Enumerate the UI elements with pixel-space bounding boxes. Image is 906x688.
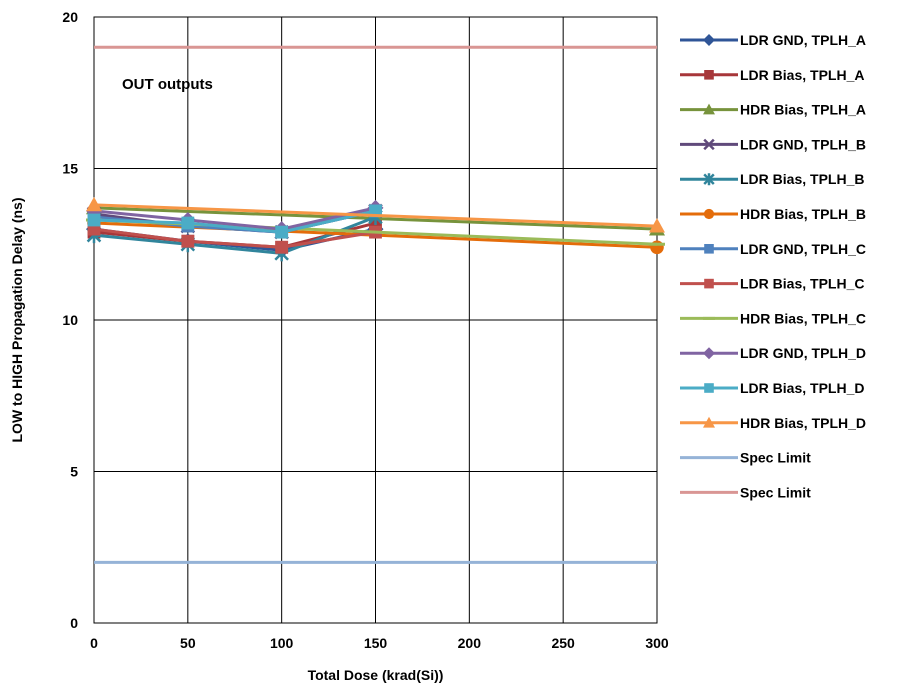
series-12-point-1 [86,196,102,212]
legend-swatch-marker-12 [703,416,715,428]
legend-label-6: HDR Bias, TPLH_B [740,206,866,222]
legend-swatch-marker-4 [703,138,715,151]
legend-label-11: LDR Bias, TPLH_D [740,380,864,396]
legend-item-7: LDR GND, TPLH_C [680,241,866,257]
x-axis-title: Total Dose (krad(Si)) [308,667,444,683]
series-11-point-1 [87,213,101,227]
x-tick-label-100: 100 [270,635,294,651]
x-tick-label-50: 50 [180,635,196,651]
legend-item-6: HDR Bias, TPLH_B [680,206,866,222]
x-tick-label-250: 250 [551,635,575,651]
legend-swatch-marker-3 [703,103,715,115]
legend-swatch-marker-7 [704,244,714,254]
legend: LDR GND, TPLH_A LDR Bias, TPLH_A HDR Bias,… [680,32,866,500]
plot-area-frame [93,16,658,624]
legend-swatch-marker-10 [703,347,715,360]
series-11-point-2 [181,216,195,230]
legend-item-14: Spec Limit [680,484,811,500]
legend-label-14: Spec Limit [740,484,811,500]
legend-label-5: LDR Bias, TPLH_B [740,171,864,187]
y-tick-label-0: 0 [70,615,78,631]
x-tick-label-0: 0 [90,635,98,651]
legend-label-13: Spec Limit [740,450,811,466]
legend-item-1: LDR GND, TPLH_A [680,32,866,48]
y-tick-label-5: 5 [70,464,78,480]
legend-item-8: LDR Bias, TPLH_C [680,276,864,292]
x-tick-label-200: 200 [458,635,482,651]
series-12 [86,196,665,233]
series-8-point-2 [181,234,195,248]
legend-swatch-marker-11 [704,383,714,393]
legend-item-4: LDR GND, TPLH_B [680,136,866,152]
legend-label-4: LDR GND, TPLH_B [740,136,866,152]
legend-item-10: LDR GND, TPLH_D [680,345,866,361]
legend-label-2: LDR Bias, TPLH_A [740,67,864,83]
y-tick-label-10: 10 [62,312,78,328]
legend-item-5: LDR Bias, TPLH_B [680,171,864,187]
legend-item-13: Spec Limit [680,450,811,466]
legend-swatch-marker-6 [703,208,715,220]
legend-item-3: HDR Bias, TPLH_A [680,102,866,118]
legend-swatch-marker-2 [704,70,714,80]
legend-label-7: LDR GND, TPLH_C [740,241,866,257]
x-tick-label-150: 150 [364,635,388,651]
y-tick-label-15: 15 [62,161,78,177]
legend-swatch-marker-5 [703,173,715,186]
legend-item-12: HDR Bias, TPLH_D [680,415,866,431]
series-8-line [93,227,376,249]
tick-labels: 0 50 100 150 200 250 300 0 5 10 15 20 [62,9,668,651]
series-8-point-3 [275,240,289,254]
y-tick-label-20: 20 [62,9,78,25]
legend-label-3: HDR Bias, TPLH_A [740,102,866,118]
annotation-out-outputs: OUT outputs [122,76,213,93]
series-12-point-2 [649,218,665,233]
legend-item-2: LDR Bias, TPLH_A [680,67,864,83]
legend-label-12: HDR Bias, TPLH_D [740,415,866,431]
series-11-line [93,209,376,234]
legend-label-8: LDR Bias, TPLH_C [740,276,864,292]
series-11 [87,204,382,239]
y-axis-title: LOW to HIGH Propagation Delay (ns) [9,197,25,442]
series-12-line [93,203,658,228]
legend-label-10: LDR GND, TPLH_D [740,345,866,361]
series-11-point-3 [275,225,289,239]
series-layer [86,45,665,564]
x-tick-label-300: 300 [645,635,669,651]
series-10-line [93,206,376,231]
legend-swatch-marker-8 [704,278,714,289]
legend-label-9: HDR Bias, TPLH_C [740,310,866,326]
series-6-point-2 [650,240,664,255]
legend-swatch-marker-1 [703,34,715,46]
legend-item-11: LDR Bias, TPLH_D [680,380,864,396]
legend-label-1: LDR GND, TPLH_A [740,32,866,48]
series-5-line [93,215,377,255]
legend-item-9: HDR Bias, TPLH_C [680,310,866,326]
